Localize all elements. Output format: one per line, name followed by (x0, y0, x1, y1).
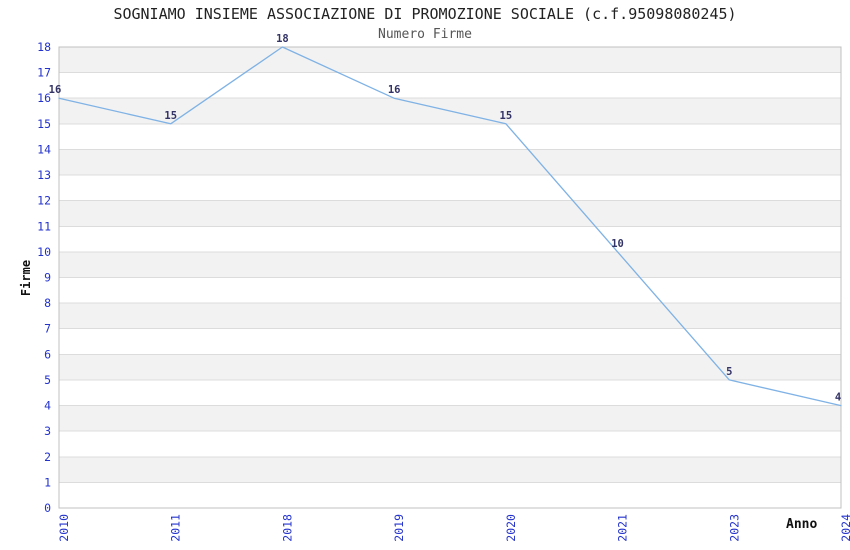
y-tick-label: 13 (37, 168, 51, 182)
x-tick-label: 2020 (504, 514, 518, 542)
y-tick-label: 10 (37, 245, 51, 259)
data-point-label: 15 (164, 110, 177, 122)
y-tick-label: 11 (37, 219, 51, 233)
y-tick-label: 0 (44, 501, 51, 515)
background-stripe (59, 303, 841, 329)
y-tick-label: 16 (37, 91, 51, 105)
background-stripe (59, 405, 841, 432)
y-tick-label: 9 (44, 271, 51, 285)
y-tick-label: 15 (37, 117, 51, 131)
data-point-label: 10 (611, 238, 624, 250)
y-axis-title: Firme (19, 260, 33, 296)
x-tick-label: 2019 (392, 514, 406, 542)
y-tick-label: 7 (44, 322, 51, 336)
data-point-label: 16 (49, 84, 62, 96)
y-tick-label: 12 (37, 194, 51, 208)
y-tick-label: 2 (44, 450, 51, 464)
y-tick-label: 5 (44, 373, 51, 387)
data-point-label: 4 (835, 392, 841, 404)
chart-subtitle: Numero Firme (378, 27, 472, 42)
x-tick-label: 2023 (727, 514, 741, 542)
background-stripe (59, 149, 841, 176)
y-tick-label: 1 (44, 475, 51, 489)
y-tick-label: 3 (44, 424, 51, 438)
background-stripe (59, 47, 841, 73)
x-tick-label: 2011 (169, 514, 183, 542)
data-line (58, 46, 842, 407)
data-point-label: 5 (726, 366, 732, 378)
x-axis-title: Anno (786, 517, 817, 532)
background-stripe (59, 251, 841, 278)
plot-border (58, 46, 842, 509)
background-stripe (59, 354, 841, 380)
data-point-label: 16 (388, 84, 401, 96)
x-tick-label: 2018 (280, 514, 294, 542)
y-tick-label: 4 (44, 399, 51, 413)
y-tick-label: 6 (44, 347, 51, 361)
y-tick-label: 14 (37, 142, 51, 156)
data-point-label: 18 (276, 33, 289, 45)
chart-title: SOGNIAMO INSIEME ASSOCIAZIONE DI PROMOZI… (113, 5, 737, 23)
x-tick-label: 2024 (839, 514, 850, 542)
x-tick-label: 2021 (616, 514, 630, 542)
data-point-label: 15 (500, 110, 513, 122)
x-tick-label: 2010 (57, 514, 71, 542)
background-stripe (59, 456, 841, 483)
y-tick-label: 18 (37, 40, 51, 54)
background-stripe (59, 200, 841, 227)
y-tick-label: 17 (37, 66, 51, 80)
y-tick-label: 8 (44, 296, 51, 310)
